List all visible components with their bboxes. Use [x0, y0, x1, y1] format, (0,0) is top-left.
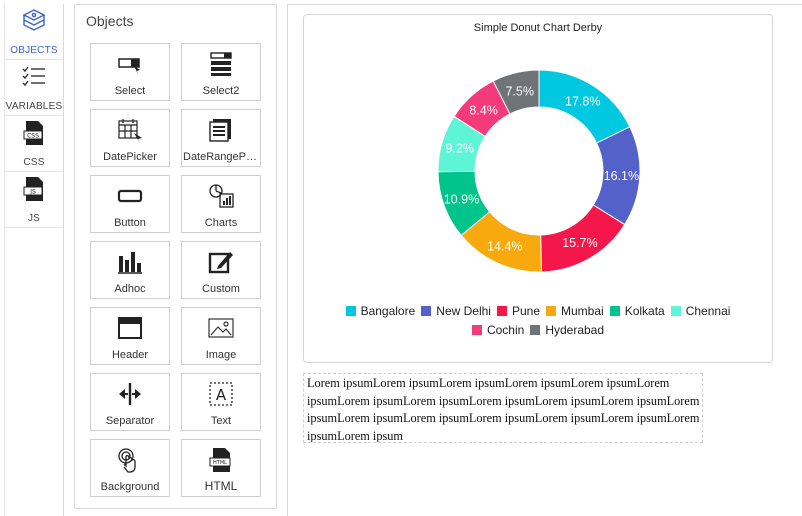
image-icon — [182, 314, 260, 342]
donut-slice-hyderabad[interactable] — [492, 69, 540, 115]
slice-label: 10.9% — [444, 193, 479, 207]
rail-variables[interactable]: VARIABLES — [5, 60, 63, 116]
object-select2[interactable]: Select2 — [181, 43, 261, 101]
object-select[interactable]: Select — [90, 43, 170, 101]
text-icon: A — [182, 380, 260, 408]
css-file-icon: CSS — [20, 119, 48, 152]
slice-label: 7.5% — [505, 84, 533, 98]
legend-label: Bangalore — [360, 304, 416, 318]
slice-label: 16.1% — [604, 169, 639, 183]
rail-label: CSS — [23, 157, 45, 168]
rail-label: VARIABLES — [5, 101, 63, 112]
legend-swatch — [496, 306, 507, 316]
canvas-area — [287, 4, 802, 516]
legend-swatch — [471, 325, 482, 335]
select-icon — [91, 50, 169, 78]
rail-js[interactable]: JS JS — [5, 172, 63, 228]
svg-text:JS: JS — [29, 189, 36, 196]
object-separator[interactable]: Separator — [90, 373, 170, 431]
donut-chart: 17.8% 16.1% 15.7% 14.4% 10.9% 9.2% 8.4% 7.5% — [437, 69, 641, 273]
slice-label: 14.4% — [487, 240, 522, 254]
legend-swatch — [421, 306, 432, 316]
object-text[interactable]: A Text — [181, 373, 261, 431]
select2-icon — [182, 50, 260, 78]
legend-swatch — [609, 306, 620, 316]
object-adhoc[interactable]: Adhoc — [90, 241, 170, 299]
checklist-icon — [20, 63, 48, 96]
touch-icon — [91, 446, 169, 474]
slice-label: 9.2% — [446, 141, 475, 155]
rail-label: JS — [27, 213, 41, 224]
legend-item-bangalore[interactable]: Bangalore — [345, 302, 416, 321]
legend-item-mumbai[interactable]: Mumbai — [546, 302, 604, 321]
lorem-text: Lorem ipsumLorem ipsumLorem ipsumLorem i… — [307, 376, 700, 443]
donut-chart-card[interactable]: Simple Donut Chart Derby 17.8% 16.1% 15.7%… — [303, 14, 773, 363]
rail-css[interactable]: CSS CSS — [5, 116, 63, 172]
bar-chart-icon — [91, 248, 169, 276]
charts-icon — [182, 182, 260, 210]
objects-panel: Objects Select Select2 DatePicker DateRa… — [74, 4, 277, 509]
box-stack-icon — [20, 7, 48, 40]
object-header[interactable]: Header — [90, 307, 170, 365]
object-image[interactable]: Image — [181, 307, 261, 365]
slice-label: 17.8% — [565, 95, 600, 109]
legend-label: Kolkata — [624, 304, 665, 318]
button-icon — [91, 182, 169, 210]
slice-label: 15.7% — [562, 236, 597, 250]
object-daterangepicker[interactable]: DateRangePicker — [181, 109, 261, 167]
js-file-icon: JS — [20, 175, 48, 208]
rail-label: OBJECTS — [10, 45, 58, 56]
svg-text:A: A — [216, 386, 227, 404]
legend-item-kolkata[interactable]: Kolkata — [609, 302, 665, 321]
legend-swatch — [345, 306, 356, 316]
rail-objects[interactable]: OBJECTS — [5, 4, 63, 60]
svg-text:CSS: CSS — [27, 133, 39, 140]
legend-swatch — [530, 325, 541, 335]
objects-title: Objects — [86, 13, 134, 29]
date-range-icon — [182, 116, 260, 144]
object-button[interactable]: Button — [90, 175, 170, 233]
object-custom[interactable]: Custom — [181, 241, 261, 299]
custom-edit-icon — [182, 248, 260, 276]
chart-title: Simple Donut Chart Derby — [473, 22, 603, 34]
legend-swatch — [546, 306, 556, 316]
legend-item-pune[interactable]: Pune — [496, 302, 540, 321]
header-icon — [91, 314, 169, 342]
legend-item-new-delhi[interactable]: New Delhi — [421, 302, 491, 321]
html-file-icon: HTML — [182, 446, 260, 474]
separator-icon — [91, 380, 169, 408]
object-background[interactable]: Background — [90, 439, 170, 497]
legend-item-hyderabad[interactable]: Hyderabad — [530, 321, 604, 340]
chart-legend: Bangalore New Delhi Pune Mumbai Kolkata Chenn… — [324, 302, 752, 340]
legend-item-cochin[interactable]: Cochin — [471, 321, 525, 340]
legend-label: Pune — [511, 304, 540, 318]
legend-swatch — [670, 306, 681, 316]
legend-label: New Delhi — [436, 304, 491, 318]
object-charts[interactable]: Charts — [181, 175, 261, 233]
object-datepicker[interactable]: DatePicker — [90, 109, 170, 167]
legend-label: Hyderabad — [545, 323, 605, 337]
legend-label: Chennai — [685, 304, 731, 318]
legend-label: Mumbai — [561, 304, 604, 318]
calendar-icon — [91, 116, 169, 144]
svg-text:HTML: HTML — [213, 460, 227, 466]
legend-label: Cochin — [486, 323, 525, 337]
legend-item-chennai[interactable]: Chennai — [670, 302, 731, 321]
lorem-text-block[interactable]: Lorem ipsumLorem ipsumLorem ipsumLorem i… — [303, 373, 703, 443]
object-html[interactable]: HTML HTML — [181, 439, 261, 497]
left-rail: OBJECTS VARIABLES CSS CSS JS JS — [4, 4, 64, 516]
slice-label: 8.4% — [469, 103, 498, 117]
